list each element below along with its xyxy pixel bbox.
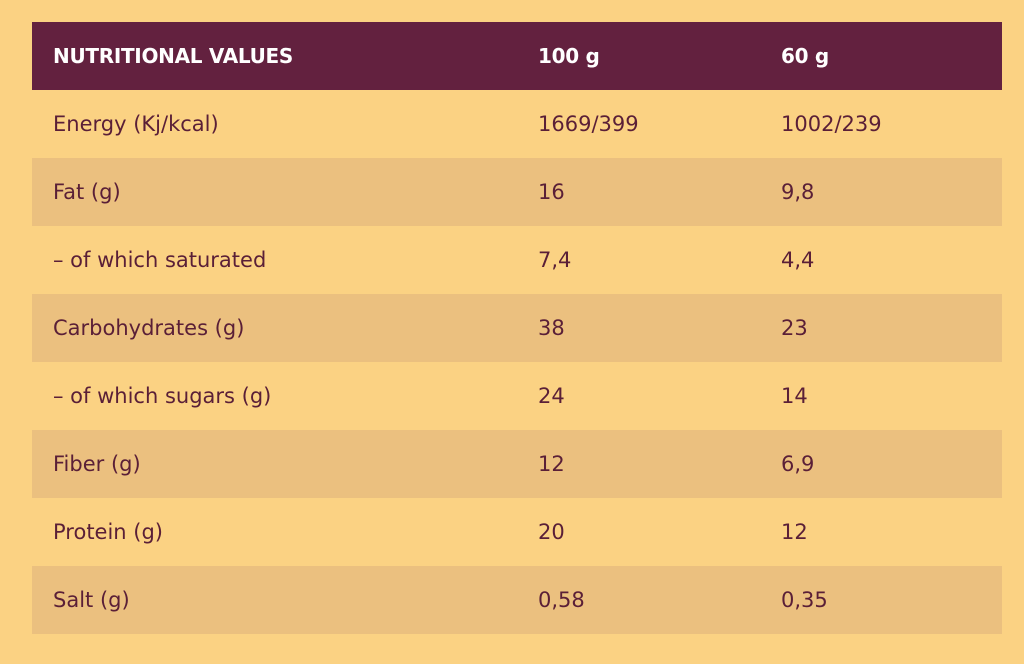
nutrient-label: Fat (g) xyxy=(53,180,121,204)
header-per-60g: 60 g xyxy=(781,44,829,68)
table-header-row: NUTRITIONAL VALUES 100 g 60 g xyxy=(32,22,1002,90)
value-60g: 14 xyxy=(781,384,808,408)
nutrient-label: Energy (Kj/kcal) xyxy=(53,112,219,136)
table-row: Carbohydrates (g) 38 23 xyxy=(32,294,1002,362)
table-row: Fat (g) 16 9,8 xyxy=(32,158,1002,226)
table-row: Salt (g) 0,58 0,35 xyxy=(32,566,1002,634)
value-100g: 16 xyxy=(538,180,565,204)
nutrient-label: – of which saturated xyxy=(53,248,267,272)
value-60g: 1002/239 xyxy=(781,112,882,136)
table-row: – of which saturated 7,4 4,4 xyxy=(32,226,1002,294)
value-60g: 0,35 xyxy=(781,588,828,612)
nutrition-table: NUTRITIONAL VALUES 100 g 60 g Energy (Kj… xyxy=(32,22,1002,634)
value-60g: 9,8 xyxy=(781,180,815,204)
nutrient-label: Salt (g) xyxy=(53,588,130,612)
table-row: Fiber (g) 12 6,9 xyxy=(32,430,1002,498)
value-60g: 23 xyxy=(781,316,808,340)
table-row: Energy (Kj/kcal) 1669/399 1002/239 xyxy=(32,90,1002,158)
value-100g: 24 xyxy=(538,384,565,408)
value-100g: 0,58 xyxy=(538,588,585,612)
value-100g: 12 xyxy=(538,452,565,476)
header-per-100g: 100 g xyxy=(538,44,600,68)
value-100g: 20 xyxy=(538,520,565,544)
value-60g: 12 xyxy=(781,520,808,544)
table-row: Protein (g) 20 12 xyxy=(32,498,1002,566)
table-row: – of which sugars (g) 24 14 xyxy=(32,362,1002,430)
nutrient-label: Protein (g) xyxy=(53,520,164,544)
value-100g: 1669/399 xyxy=(538,112,639,136)
value-60g: 6,9 xyxy=(781,452,815,476)
value-100g: 7,4 xyxy=(538,248,572,272)
value-60g: 4,4 xyxy=(781,248,815,272)
nutrient-label: Fiber (g) xyxy=(53,452,141,476)
nutrient-label: – of which sugars (g) xyxy=(53,384,272,408)
header-nutritional-values: NUTRITIONAL VALUES xyxy=(53,44,294,68)
value-100g: 38 xyxy=(538,316,565,340)
nutrient-label: Carbohydrates (g) xyxy=(53,316,245,340)
